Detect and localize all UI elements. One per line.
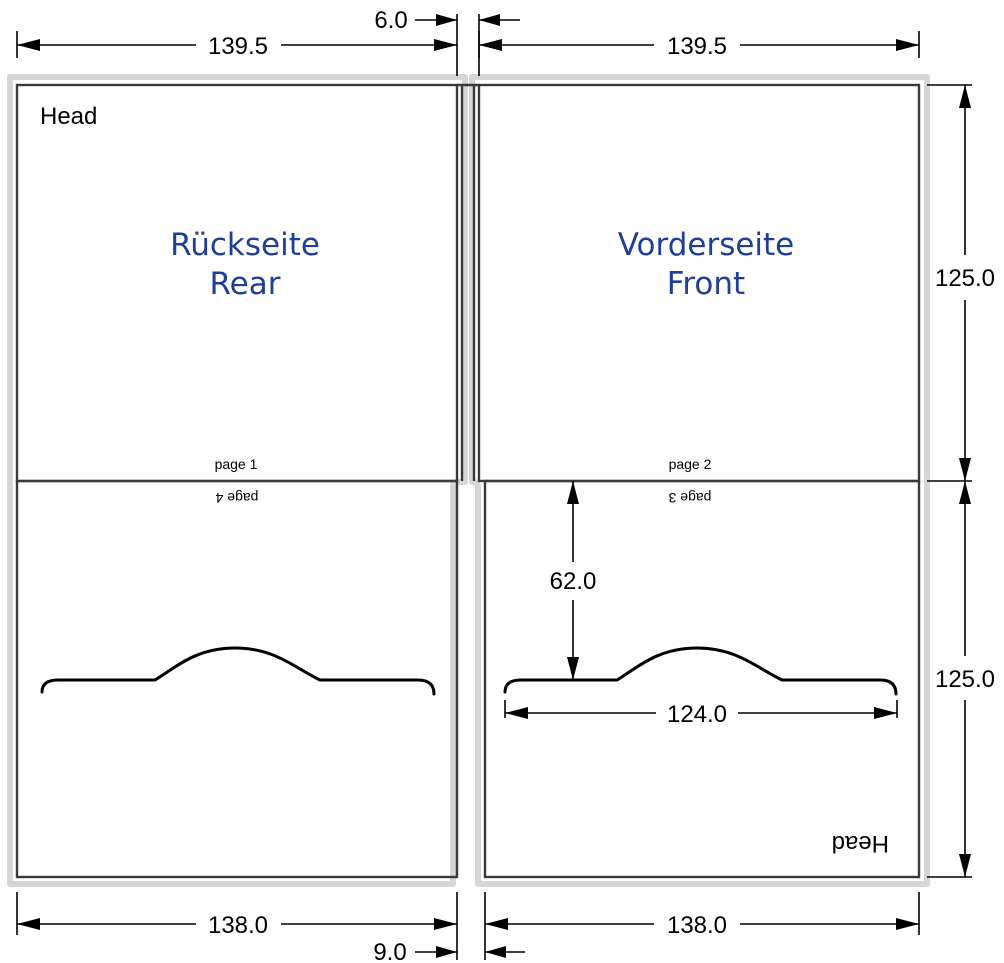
pocket-cut-left <box>40 646 436 696</box>
dim-right-lower-label: 125.0 <box>935 666 995 693</box>
front-title-en: Front <box>667 266 745 302</box>
pocket-cut-right <box>503 646 898 696</box>
front-title-de: Vorderseite <box>618 227 795 263</box>
dim-top-right: 139.5 <box>478 31 920 60</box>
dim-bottom-right-label: 138.0 <box>667 912 727 939</box>
bleed-outline-left <box>7 74 468 887</box>
trim-bottom-left-panel <box>15 479 459 879</box>
rear-title-en: Rear <box>210 266 281 302</box>
trim-lines <box>15 83 921 879</box>
dim-right-upper-label: 125.0 <box>935 265 995 292</box>
dim-pocket-width-label: 124.0 <box>667 701 727 728</box>
trim-bottom-right-panel <box>483 479 921 879</box>
page-3-label: page 3 <box>668 490 711 506</box>
dim-spine-top-label: 6.0 <box>374 7 407 34</box>
dim-bottom-left: 138.0 <box>16 892 458 939</box>
dim-pocket-width: 124.0 <box>504 700 898 728</box>
head-label-flipped: Head <box>832 830 889 857</box>
page-4-label: page 4 <box>215 490 258 506</box>
bleed-outline-right <box>469 74 930 887</box>
head-label: Head <box>40 103 97 130</box>
dim-top-left: 139.5 <box>16 31 457 60</box>
rear-title-de: Rückseite <box>170 227 320 263</box>
dim-bottom-left-label: 138.0 <box>208 912 268 939</box>
dim-right-lower: 125.0 <box>927 481 995 878</box>
dim-gap-bottom: 9.0 <box>373 935 525 963</box>
dim-pocket-depth: 62.0 <box>550 481 597 680</box>
dim-gap-bottom-label: 9.0 <box>373 939 406 963</box>
dim-spine-top: 6.0 <box>374 7 520 76</box>
dim-bottom-right: 138.0 <box>484 892 920 960</box>
page-1-label: page 1 <box>215 456 258 472</box>
dim-pocket-depth-label: 62.0 <box>550 568 597 595</box>
dim-top-right-label: 139.5 <box>667 33 727 60</box>
dim-top-left-label: 139.5 <box>208 33 268 60</box>
bleed-outline <box>7 74 930 887</box>
dim-right-upper: 125.0 <box>927 84 995 482</box>
page-2-label: page 2 <box>669 456 712 472</box>
